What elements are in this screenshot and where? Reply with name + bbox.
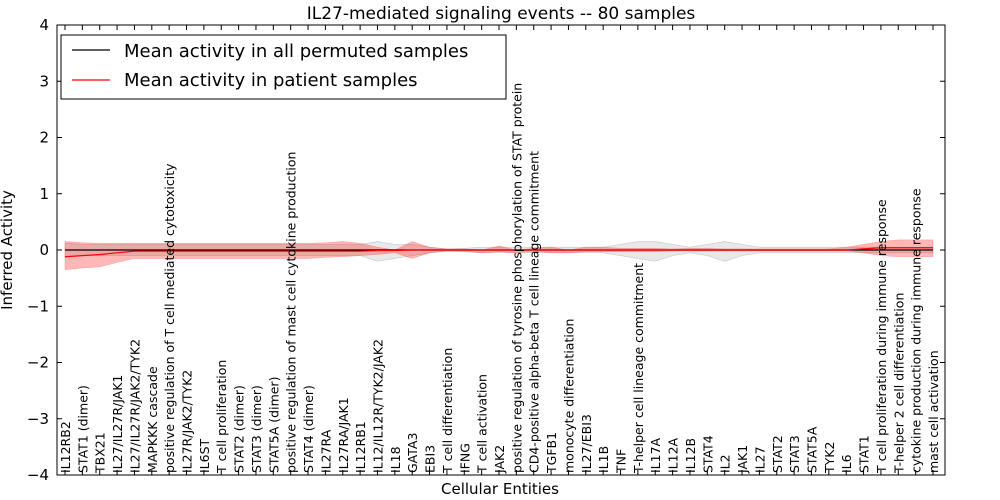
entity-label: IL12RB1: [353, 421, 368, 473]
y-tick-label: −4: [27, 466, 49, 484]
entity-label: STAT3 (dimer): [249, 385, 264, 473]
entity-label: STAT2 (dimer): [232, 385, 247, 473]
entity-label: IL2: [718, 454, 733, 473]
y-tick-label: −3: [27, 410, 49, 428]
entity-label: cytokine production during immune respon…: [909, 188, 924, 473]
entity-label: IL27RA: [318, 429, 333, 473]
entity-label: IFNG: [457, 443, 472, 473]
y-tick-label: 2: [39, 129, 49, 147]
entity-label: TYK2: [822, 442, 837, 474]
legend-patient-label: Mean activity in patient samples: [124, 70, 418, 91]
entity-label: STAT1 (dimer): [75, 385, 90, 473]
entity-label: EBI3: [423, 445, 438, 473]
entity-label: positive regulation of tyrosine phosphor…: [509, 83, 524, 473]
entity-label: STAT5A: [804, 426, 819, 473]
entity-label: IL12B: [683, 438, 698, 473]
entity-label: IL1B: [596, 446, 611, 473]
entity-label: IL27RA/JAK1: [336, 397, 351, 473]
legend-permuted-label: Mean activity in all permuted samples: [124, 41, 468, 62]
entity-label: STAT4: [700, 435, 715, 473]
entity-label: IL17A: [648, 437, 663, 473]
y-tick-label: 0: [39, 241, 49, 259]
entity-label: MAPKKK cascade: [145, 366, 160, 473]
entity-label: STAT5A (dimer): [266, 377, 281, 473]
entity-label: TNF: [614, 449, 629, 474]
y-tick-label: 4: [39, 16, 49, 34]
entity-label: T cell proliferation during immune respo…: [874, 199, 889, 474]
entity-label: IL18: [388, 446, 403, 473]
entity-label: IL12A: [666, 437, 681, 473]
y-tick-label: 3: [39, 72, 49, 90]
entity-label: IL27/IL27R/JAK1: [110, 375, 125, 473]
entity-label: IL6ST: [197, 438, 212, 473]
legend-box: [60, 34, 507, 100]
entity-label: IL6: [839, 454, 854, 473]
entity-label: T-helper cell lineage commitment: [631, 263, 646, 474]
entity-label: TGFB1: [544, 432, 559, 474]
entity-label: T cell proliferation: [214, 360, 229, 474]
y-axis-label: Inferred Activity: [0, 190, 16, 310]
entity-label: TBX21: [93, 432, 108, 474]
y-tick-label: −2: [27, 354, 49, 372]
entity-label: positive regulation of T cell mediated c…: [162, 163, 177, 473]
y-tick-label: 1: [39, 185, 49, 203]
entity-label: STAT1: [857, 435, 872, 473]
entity-label: CD4-positive alpha-beta T cell lineage c…: [527, 151, 542, 473]
legend: Mean activity in all permuted samples Me…: [60, 34, 507, 100]
entity-label: mast cell activation: [926, 350, 941, 473]
entity-label: monocyte differentiation: [561, 319, 576, 473]
entity-label: IL27: [752, 446, 767, 473]
entity-label: IL27R/JAK2/TYK2: [180, 370, 195, 473]
entity-label: JAK1: [735, 445, 750, 474]
y-tick-label: −1: [27, 297, 49, 315]
chart-title: IL27-mediated signaling events -- 80 sam…: [307, 4, 696, 24]
entity-label: STAT2: [770, 435, 785, 473]
entity-label: GATA3: [405, 433, 420, 473]
entity-label: IL27/EBI3: [579, 414, 594, 473]
patient-band: [64, 239, 934, 271]
entity-label: T cell differentiation: [440, 348, 455, 474]
entity-label: JAK2: [492, 445, 507, 474]
entity-label: T cell activation: [475, 374, 490, 474]
x-axis-label: Cellular Entities: [441, 480, 559, 498]
entity-label: IL12/IL12R/TYK2/JAK2: [370, 339, 385, 473]
entity-label: STAT3: [787, 435, 802, 473]
entity-label: IL27/IL27R/JAK2/TYK2: [127, 339, 142, 473]
entity-label: T-helper 2 cell differentiation: [891, 293, 906, 474]
entity-label: STAT4 (dimer): [301, 385, 316, 473]
entity-label: positive regulation of mast cell cytokin…: [284, 152, 299, 473]
entity-label: IL12RB2: [58, 421, 73, 473]
